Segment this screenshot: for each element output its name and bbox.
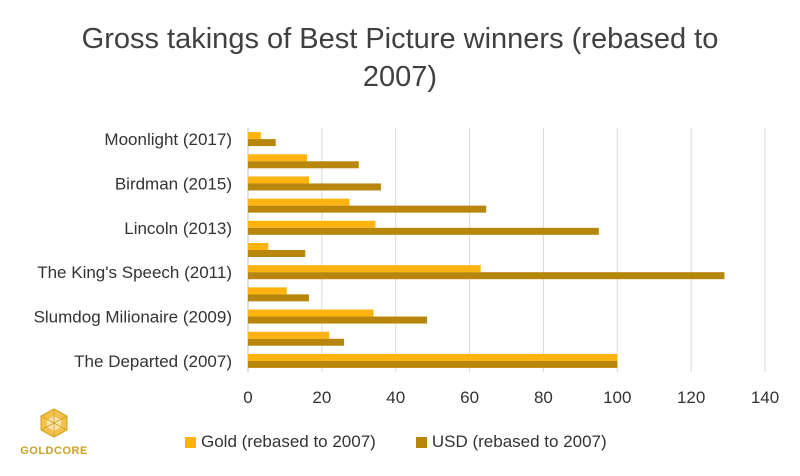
legend-item-usd: USD (rebased to 2007)	[415, 432, 607, 452]
bar-usd-2	[248, 316, 428, 324]
x-tick-label-0: 0	[243, 388, 252, 407]
bar-gold-1	[248, 331, 330, 339]
bar-usd-6	[248, 227, 599, 235]
y-tick-label-4: The King's Speech (2011)	[37, 263, 232, 282]
x-tick-label-80: 80	[534, 388, 553, 407]
legend: Gold (rebased to 2007) USD (rebased to 2…	[185, 432, 607, 452]
bar-gold-3	[248, 287, 287, 295]
legend-label-gold: Gold (rebased to 2007)	[201, 432, 376, 451]
x-tick-label-20: 20	[312, 388, 331, 407]
y-tick-label-6: Lincoln (2013)	[124, 219, 232, 238]
bar-gold-0	[248, 353, 618, 361]
legend-label-usd: USD (rebased to 2007)	[431, 432, 607, 451]
bar-usd-3	[248, 294, 309, 302]
bar-gold-8	[248, 176, 309, 184]
x-tick-label-40: 40	[386, 388, 405, 407]
x-tick-label-60: 60	[460, 388, 479, 407]
x-tick-label-100: 100	[603, 388, 631, 407]
x-tick-label-140: 140	[751, 388, 779, 407]
goldcore-logo-text: GOLDCORE	[20, 445, 88, 457]
goldcore-logo: GOLDCORE	[14, 408, 94, 457]
bar-usd-8	[248, 183, 381, 191]
legend-swatch-usd	[415, 436, 427, 448]
chart-title: Gross takings of Best Picture winners (r…	[0, 20, 800, 96]
bar-gold-5	[248, 243, 269, 250]
bar-usd-5	[248, 250, 306, 257]
y-tick-label-8: Birdman (2015)	[115, 174, 232, 193]
bar-usd-9	[248, 161, 359, 169]
bar-usd-10	[248, 139, 276, 147]
bar-usd-0	[248, 360, 618, 368]
chart-title-line-1: Gross takings of Best Picture winners (r…	[81, 23, 719, 55]
legend-swatch-gold	[185, 436, 196, 448]
bar-gold-7	[248, 198, 350, 206]
x-tick-label-120: 120	[677, 388, 705, 407]
y-tick-label-0: The Departed (2007)	[74, 352, 232, 371]
y-tick-label-2: Slumdog Milionaire (2009)	[34, 308, 232, 327]
bar-gold-4	[248, 265, 481, 273]
bar-usd-4	[248, 272, 725, 280]
chart-title-line-2: 2007)	[362, 61, 438, 93]
bar-usd-7	[248, 205, 487, 213]
bar-gold-6	[248, 220, 376, 228]
bar-gold-2	[248, 309, 374, 317]
bar-usd-1	[248, 338, 345, 346]
legend-item-gold: Gold (rebased to 2007)	[185, 432, 376, 452]
bar-gold-10	[248, 132, 261, 140]
bar-gold-9	[248, 154, 308, 162]
goldcore-logo-icon	[40, 408, 68, 438]
y-tick-label-10: Moonlight (2017)	[104, 130, 232, 149]
